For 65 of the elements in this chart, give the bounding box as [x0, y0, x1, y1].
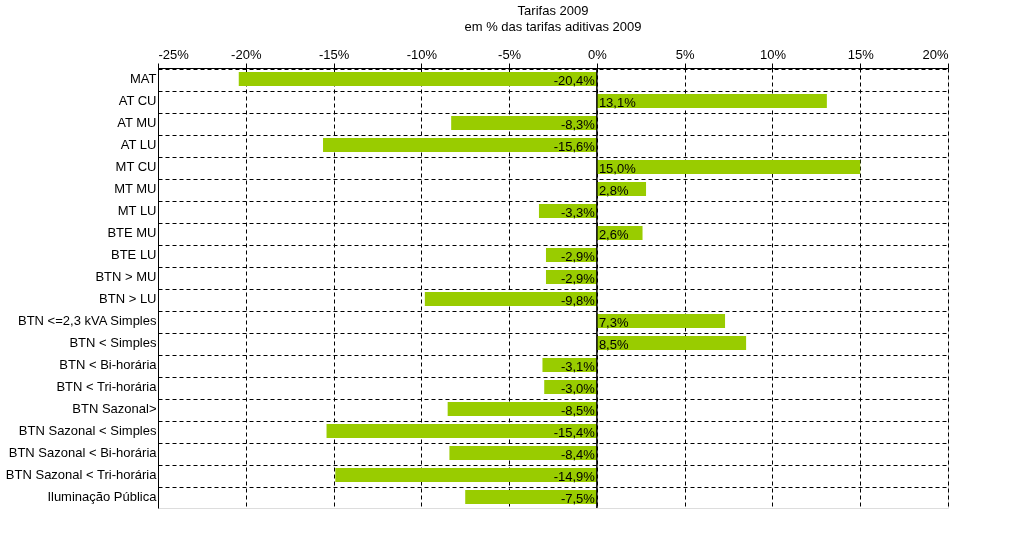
bar — [447, 402, 597, 416]
y-tick-label: Iluminação Pública — [47, 489, 158, 504]
bar — [596, 94, 827, 108]
y-tick-label: BTN Sazonal> — [72, 401, 157, 416]
data-label: 13,1% — [598, 95, 637, 110]
bar — [596, 336, 747, 350]
data-label: -20,4% — [553, 73, 596, 88]
data-label: 15,0% — [598, 161, 637, 176]
x-tick-label: 20% — [922, 46, 949, 62]
y-tick-label: BTE LU — [110, 247, 157, 262]
chart-subtitle: em % das tarifas aditivas 2009 — [464, 19, 642, 34]
y-tick-label: BTN < Tri-horária — [56, 379, 158, 394]
data-label: 2,6% — [598, 227, 629, 242]
x-tick-label: -15% — [318, 46, 350, 62]
y-tick-label: BTN <=2,3 kVA Simples — [18, 313, 157, 328]
bar — [335, 468, 597, 482]
bar — [596, 314, 726, 328]
data-label: -8,5% — [560, 403, 596, 418]
x-tick-label: -10% — [406, 46, 438, 62]
data-label: 8,5% — [598, 337, 629, 352]
x-tick-label: 0% — [587, 46, 608, 62]
x-tick-label: -5% — [498, 46, 522, 62]
x-tick-label: 10% — [759, 46, 787, 62]
data-label: -3,0% — [560, 381, 596, 396]
y-tick-label: MT MU — [114, 181, 157, 196]
y-tick-label: AT LU — [120, 137, 157, 152]
y-tick-label: MAT — [130, 71, 157, 86]
data-label: -15,4% — [553, 425, 596, 440]
x-tick-label: -25% — [158, 46, 190, 62]
x-tick-label: -20% — [231, 46, 262, 62]
data-label: 2,8% — [598, 183, 629, 198]
data-label: 7,3% — [598, 315, 629, 330]
y-tick-label: BTN < Bi-horária — [59, 357, 158, 372]
bar — [449, 446, 597, 460]
bar — [323, 138, 597, 152]
y-tick-label: AT MU — [117, 115, 157, 130]
x-tick-label: 15% — [847, 46, 875, 62]
data-label: -3,1% — [560, 359, 596, 374]
data-label: -9,8% — [560, 293, 596, 308]
x-tick-label: 5% — [675, 46, 695, 62]
data-label: -15,6% — [553, 139, 596, 154]
y-tick-label: MT CU — [115, 159, 157, 174]
bar — [424, 292, 597, 306]
y-tick-label: BTE MU — [107, 225, 157, 240]
y-tick-label: AT CU — [118, 93, 157, 108]
data-label: -3,3% — [560, 205, 596, 220]
y-tick-label: MT LU — [117, 203, 157, 218]
data-label: -8,4% — [560, 447, 596, 462]
bar — [451, 116, 597, 130]
bar — [238, 72, 597, 86]
bar — [596, 160, 861, 174]
data-label: -8,3% — [560, 117, 596, 132]
bar — [465, 490, 597, 504]
data-label: -7,5% — [560, 491, 596, 506]
y-tick-label: BTN Sazonal < Simples — [18, 423, 157, 438]
bar — [326, 424, 597, 438]
y-tick-label: BTN Sazonal < Bi-horária — [8, 445, 158, 460]
data-label: -14,9% — [553, 469, 596, 484]
chart-title: Tarifas 2009 — [517, 3, 589, 18]
y-tick-label: BTN > LU — [99, 291, 157, 306]
data-label: -2,9% — [560, 271, 596, 286]
y-tick-label: BTN Sazonal < Tri-horária — [5, 467, 158, 482]
y-tick-label: BTN > MU — [95, 269, 157, 284]
data-label: -2,9% — [560, 249, 596, 264]
y-tick-label: BTN < Simples — [69, 335, 157, 350]
